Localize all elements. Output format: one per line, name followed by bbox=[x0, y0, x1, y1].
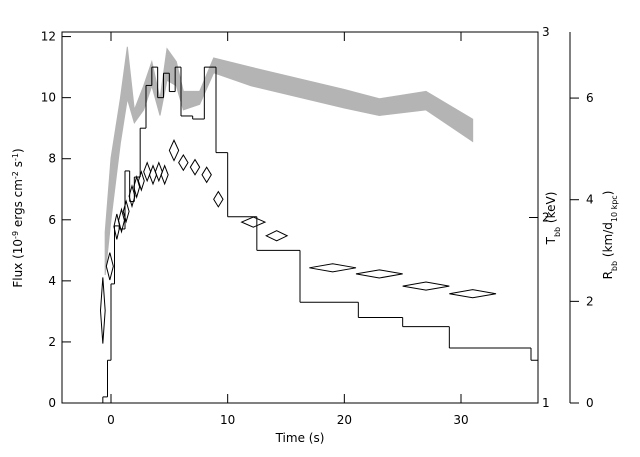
radius-diamond bbox=[143, 161, 152, 183]
radius-diamond bbox=[189, 158, 201, 176]
radius-diamond bbox=[118, 207, 125, 234]
y3-axis-label: Rbb (km/d10 kpc) bbox=[601, 191, 619, 280]
radius-diamond bbox=[160, 164, 169, 186]
x-tick-label: 0 bbox=[107, 413, 115, 427]
y-tick-label: 0 bbox=[48, 396, 56, 410]
radius-diamond bbox=[178, 154, 189, 172]
radius-diamond bbox=[309, 263, 357, 273]
y2-tick-label: 2 bbox=[542, 211, 550, 225]
y2-axis-label: Tbb (keV) bbox=[544, 192, 562, 246]
radius-diamond bbox=[99, 277, 106, 344]
label-part: 10 kpc bbox=[610, 195, 619, 222]
radius-diamond bbox=[168, 139, 180, 162]
x-tick-label: 20 bbox=[337, 413, 352, 427]
label-part: bb bbox=[610, 261, 619, 271]
y-tick-label: 4 bbox=[48, 274, 56, 288]
label-part: -1 bbox=[11, 153, 20, 161]
label-part: bb bbox=[553, 227, 562, 237]
y-tick-label: 8 bbox=[48, 152, 56, 166]
y-tick-label: 2 bbox=[48, 335, 56, 349]
label-part: ergs cm bbox=[11, 179, 25, 231]
y-axis-label: Flux (10-9 ergs cm-2 s-1) bbox=[11, 148, 26, 287]
radius-diamond bbox=[154, 161, 163, 183]
label-part: Flux (10 bbox=[11, 239, 25, 288]
radius-diamond bbox=[213, 190, 224, 208]
y-tick-label: 12 bbox=[41, 30, 56, 44]
radius-diamond bbox=[449, 289, 497, 299]
label-part: T bbox=[544, 236, 558, 245]
label-part: ) bbox=[11, 148, 25, 153]
label-part: ) bbox=[601, 191, 615, 196]
y-tick-label: 6 bbox=[48, 213, 56, 227]
radius-diamond bbox=[240, 216, 267, 228]
y3-tick-label: 6 bbox=[586, 91, 594, 105]
radius-diamond bbox=[201, 166, 212, 184]
label-part: -2 bbox=[11, 171, 20, 179]
y3-tick-label: 4 bbox=[586, 193, 594, 207]
radius-diamond bbox=[128, 184, 136, 209]
radius-diamond bbox=[133, 175, 141, 199]
label-part: s bbox=[11, 161, 25, 171]
radius-diamond bbox=[355, 269, 403, 279]
temperature-band bbox=[104, 46, 474, 276]
y-tick-label: 10 bbox=[41, 91, 56, 105]
y3-tick-label: 0 bbox=[586, 396, 594, 410]
y2-tick-label: 1 bbox=[542, 396, 550, 410]
x-axis-label: Time (s) bbox=[275, 431, 325, 445]
radius-diamond bbox=[265, 230, 289, 242]
x-tick-label: 10 bbox=[220, 413, 235, 427]
y2-tick-label: 3 bbox=[542, 25, 550, 39]
x-tick-label: 30 bbox=[453, 413, 468, 427]
label-part: (km/d bbox=[601, 222, 615, 261]
radius-diamond bbox=[402, 281, 450, 291]
label-part: R bbox=[601, 271, 615, 279]
label-part: (keV) bbox=[544, 192, 558, 227]
radius-diamond bbox=[105, 252, 114, 281]
radius-diamond bbox=[148, 164, 158, 186]
y3-tick-label: 2 bbox=[586, 294, 594, 308]
label-part: -9 bbox=[11, 231, 20, 239]
